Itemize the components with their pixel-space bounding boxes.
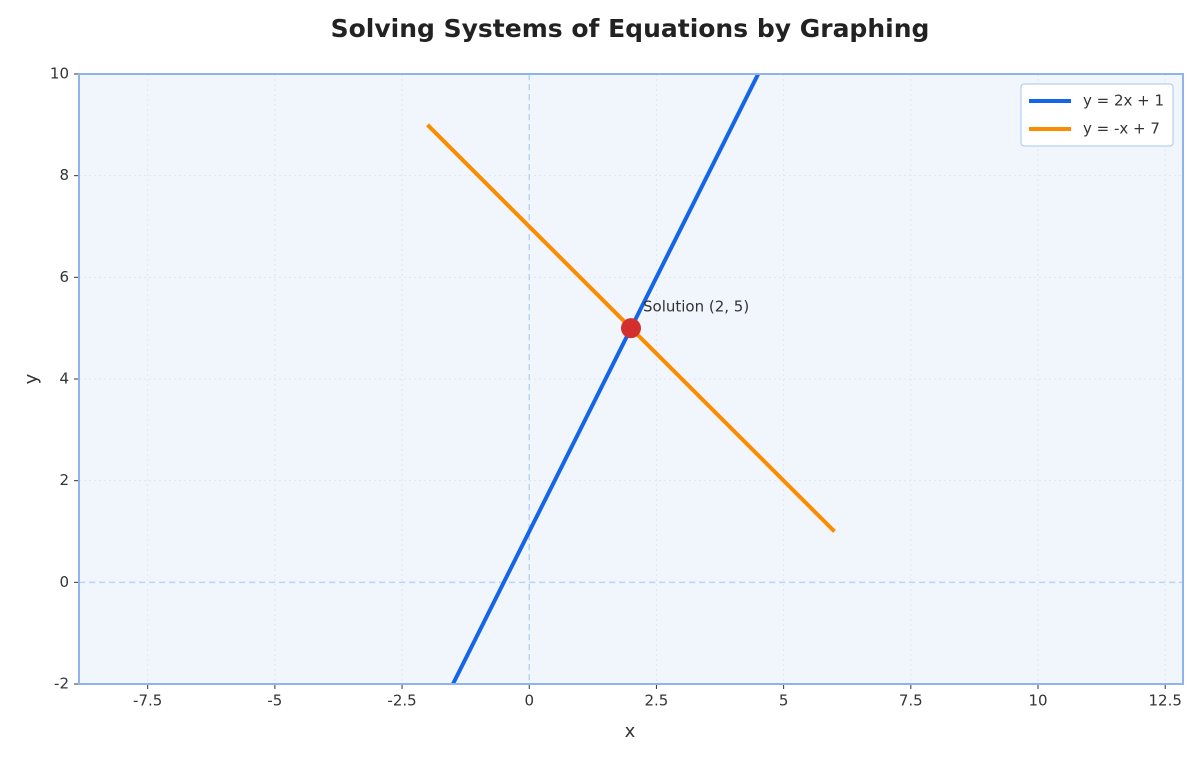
x-tick-label: 7.5 bbox=[899, 692, 923, 710]
x-tick-label: -5 bbox=[267, 692, 282, 710]
y-tick-label: 10 bbox=[50, 65, 69, 83]
chart-title: Solving Systems of Equations by Graphing bbox=[331, 14, 930, 43]
y-tick-label: 0 bbox=[59, 573, 69, 591]
solution-point bbox=[621, 318, 641, 339]
x-tick-label: 10 bbox=[1028, 692, 1047, 710]
legend-label: y = 2x + 1 bbox=[1083, 92, 1164, 110]
y-tick-label: 8 bbox=[59, 166, 69, 184]
series-line bbox=[451, 74, 760, 684]
x-axis-label: x bbox=[625, 721, 636, 742]
x-tick-label: 5 bbox=[779, 692, 789, 710]
y-tick-label: 2 bbox=[59, 471, 69, 489]
x-tick-label: -2.5 bbox=[387, 692, 416, 710]
y-tick-label: -2 bbox=[54, 675, 69, 693]
x-tick-label: 2.5 bbox=[645, 692, 669, 710]
legend-label: y = -x + 7 bbox=[1083, 120, 1160, 138]
x-tick-label: 0 bbox=[524, 692, 534, 710]
y-tick-label: 6 bbox=[59, 268, 69, 286]
x-tick-label: 12.5 bbox=[1148, 692, 1181, 710]
y-axis-label: y bbox=[21, 373, 42, 384]
y-tick-label: 4 bbox=[59, 370, 69, 388]
x-tick-label: -7.5 bbox=[133, 692, 162, 710]
annotation: Solution (2, 5) bbox=[643, 298, 749, 316]
plot-border bbox=[78, 73, 1184, 685]
